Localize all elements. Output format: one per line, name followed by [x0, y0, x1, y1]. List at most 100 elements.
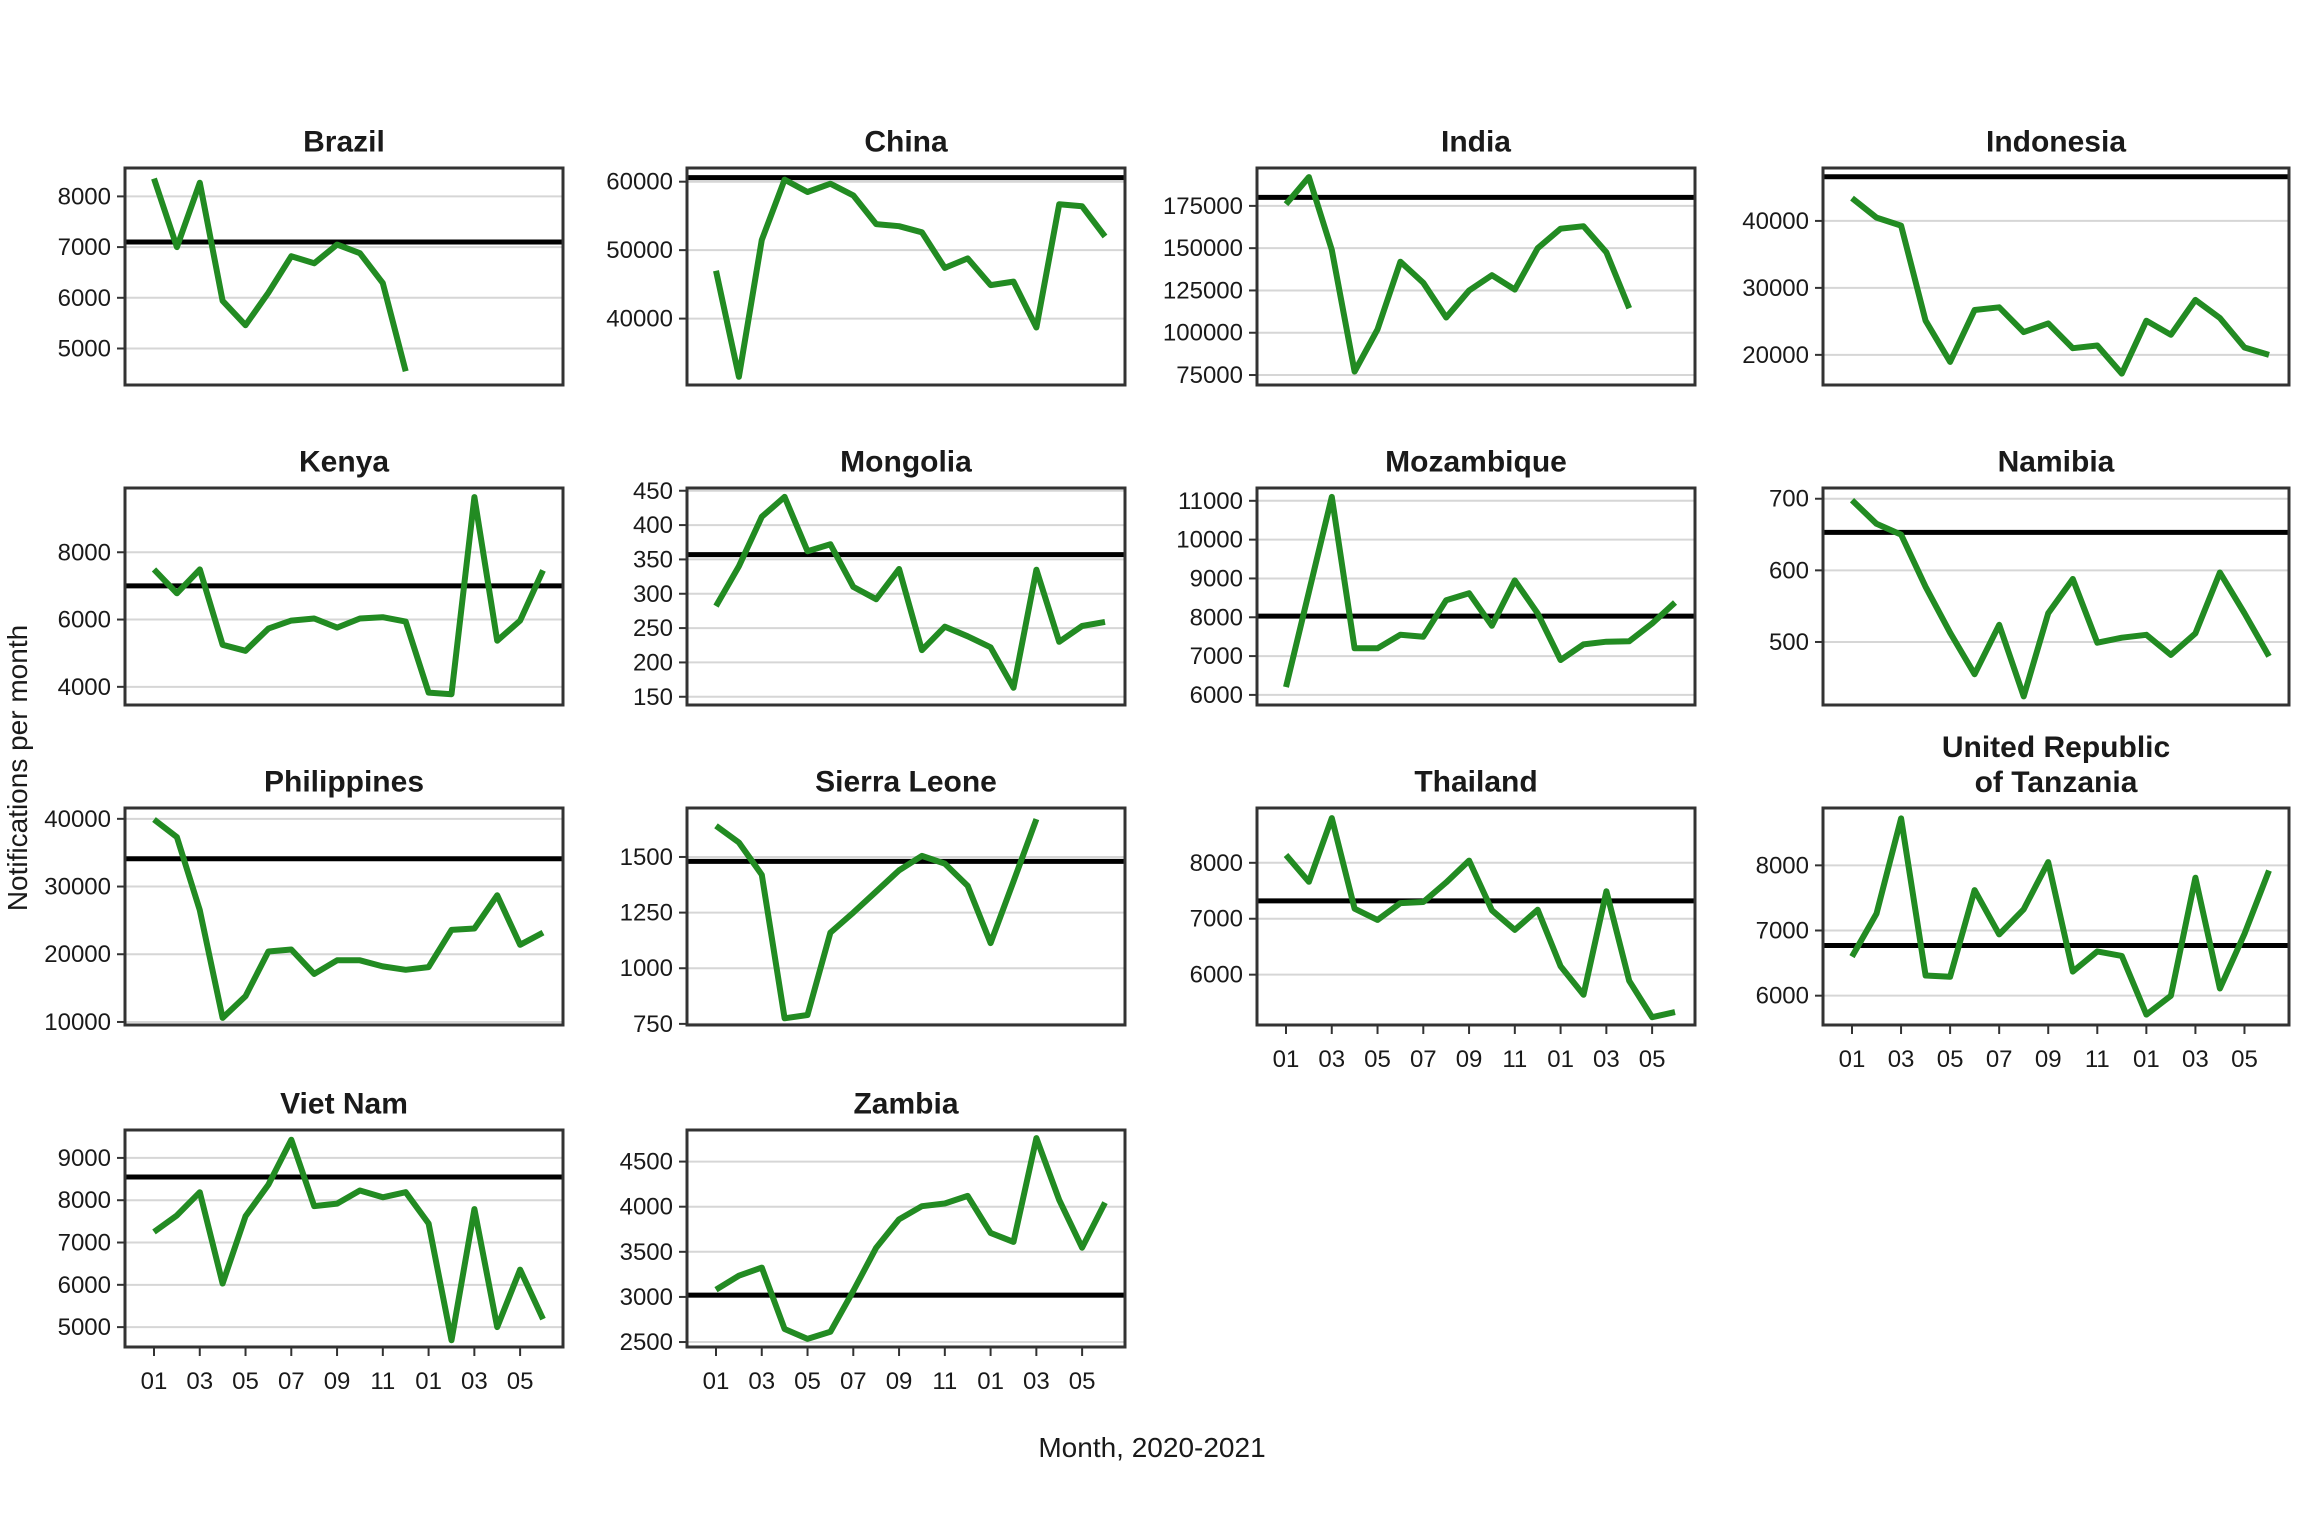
panel-title-thailand: Thailand	[1414, 765, 1538, 799]
svg-text:03: 03	[1023, 1368, 1050, 1395]
line-chart-mozambique: 6000 7000 8000 9000 10000 11000	[1176, 486, 1697, 709]
line-chart-kenya: 4000 6000 8000	[58, 486, 565, 707]
svg-text:6000: 6000	[1756, 983, 1809, 1010]
svg-text:30000: 30000	[1742, 275, 1809, 302]
svg-text:05: 05	[1937, 1046, 1964, 1073]
svg-text:7000: 7000	[1190, 643, 1243, 670]
svg-text:07: 07	[278, 1368, 305, 1395]
x-axis-title: Month, 2020-2021	[1038, 1432, 1266, 1463]
svg-text:9000: 9000	[58, 1145, 111, 1172]
svg-text:9000: 9000	[1190, 565, 1243, 592]
line-chart-tanzania: 6000 7000 8000 01 03 05 07 09 11 01 03 05	[1756, 806, 2291, 1073]
svg-text:09: 09	[1456, 1046, 1483, 1073]
panel-title-tanzania: United Republic of Tanzania	[1941, 731, 2171, 799]
svg-text:3500: 3500	[620, 1239, 673, 1266]
svg-text:03: 03	[1888, 1046, 1915, 1073]
svg-text:05: 05	[507, 1368, 534, 1395]
svg-text:7000: 7000	[58, 1230, 111, 1257]
svg-text:50000: 50000	[606, 237, 673, 264]
svg-text:350: 350	[633, 546, 673, 573]
svg-text:175000: 175000	[1163, 193, 1243, 220]
panel-title-sierra-leone: Sierra Leone	[815, 765, 997, 799]
svg-text:600: 600	[1769, 557, 1809, 584]
svg-text:03: 03	[1318, 1046, 1345, 1073]
svg-text:1000: 1000	[620, 955, 673, 982]
svg-text:1250: 1250	[620, 900, 673, 927]
svg-text:400: 400	[633, 512, 673, 539]
line-chart-indonesia: 20000 30000 40000	[1742, 166, 2291, 387]
svg-text:60000: 60000	[606, 169, 673, 196]
svg-text:5000: 5000	[58, 1314, 111, 1341]
svg-text:11000: 11000	[1178, 488, 1243, 515]
svg-text:7000: 7000	[1756, 918, 1809, 945]
svg-text:100000: 100000	[1163, 320, 1243, 347]
svg-text:3000: 3000	[620, 1284, 673, 1311]
svg-text:6000: 6000	[1190, 682, 1243, 709]
svg-text:8000: 8000	[58, 183, 111, 210]
svg-text:4000: 4000	[620, 1194, 673, 1221]
svg-text:01: 01	[703, 1368, 730, 1395]
svg-text:01: 01	[1273, 1046, 1300, 1073]
svg-text:20000: 20000	[44, 941, 111, 968]
panel-title-kenya: Kenya	[298, 445, 390, 479]
panel-title-india: India	[1440, 125, 1511, 159]
svg-text:09: 09	[324, 1368, 351, 1395]
panel-title-indonesia: Indonesia	[1985, 125, 2127, 159]
svg-text:03: 03	[2182, 1046, 2209, 1073]
svg-text:750: 750	[633, 1011, 673, 1037]
svg-text:01: 01	[1547, 1046, 1574, 1073]
svg-text:03: 03	[186, 1368, 213, 1395]
svg-text:05: 05	[2231, 1046, 2258, 1073]
svg-text:1500: 1500	[620, 844, 673, 871]
svg-text:20000: 20000	[1742, 342, 1809, 369]
svg-text:8000: 8000	[1190, 604, 1243, 631]
panel-title-viet-nam: Viet Nam	[280, 1087, 408, 1121]
line-chart-namibia: 500 600 700	[1769, 486, 2291, 707]
svg-text:07: 07	[840, 1368, 867, 1395]
svg-text:07: 07	[1410, 1046, 1437, 1073]
svg-text:5000: 5000	[58, 335, 111, 362]
svg-text:6000: 6000	[1190, 962, 1243, 989]
panel-title-mongolia: Mongolia	[840, 445, 972, 479]
panel-title-brazil: Brazil	[303, 125, 385, 159]
line-chart-india: 75000 100000 125000 150000 175000	[1163, 166, 1697, 389]
svg-text:01: 01	[977, 1368, 1004, 1395]
svg-text:6000: 6000	[58, 285, 111, 312]
svg-text:01: 01	[141, 1368, 168, 1395]
svg-text:09: 09	[2035, 1046, 2062, 1073]
svg-text:11: 11	[370, 1368, 395, 1395]
svg-text:2500: 2500	[620, 1329, 673, 1356]
svg-text:150: 150	[633, 684, 673, 711]
svg-text:03: 03	[1593, 1046, 1620, 1073]
svg-text:7000: 7000	[58, 234, 111, 261]
svg-text:05: 05	[794, 1368, 821, 1395]
line-chart-sierra-leone: 750 1000 1250 1500	[620, 806, 1127, 1037]
svg-text:4000: 4000	[58, 674, 111, 701]
svg-text:125000: 125000	[1163, 277, 1243, 304]
svg-text:200: 200	[633, 649, 673, 676]
panel-title-philippines: Philippines	[263, 765, 425, 799]
line-chart-brazil: 5000 6000 7000 8000	[58, 166, 565, 387]
svg-text:6000: 6000	[58, 607, 111, 634]
svg-text:8000: 8000	[1756, 852, 1809, 879]
svg-text:40000: 40000	[44, 806, 111, 833]
panel-title-mozambique: Mozambique	[1385, 445, 1567, 479]
svg-text:700: 700	[1769, 486, 1809, 513]
svg-text:40000: 40000	[606, 306, 673, 333]
svg-text:01: 01	[1839, 1046, 1866, 1073]
svg-text:11: 11	[2085, 1046, 2110, 1073]
svg-text:300: 300	[633, 581, 673, 608]
svg-text:7000: 7000	[1190, 906, 1243, 933]
svg-text:500: 500	[1769, 629, 1809, 656]
svg-text:40000: 40000	[1742, 208, 1809, 235]
line-chart-mongolia: 150 200 250 300 350 400 450	[633, 482, 1127, 711]
svg-text:8000: 8000	[58, 1187, 111, 1214]
svg-text:01: 01	[2133, 1046, 2160, 1073]
line-chart-viet-nam: 5000 6000 7000 8000 9000 01 03 05 07 09 11 01 03 05	[58, 1128, 565, 1395]
svg-text:09: 09	[886, 1368, 913, 1395]
svg-text:8000: 8000	[1190, 850, 1243, 877]
panel-title-zambia: Zambia	[853, 1087, 959, 1121]
svg-text:75000: 75000	[1176, 362, 1243, 389]
line-chart-thailand: 6000 7000 8000 01 03 05 07 09 11 01 03 05	[1190, 806, 1697, 1073]
line-chart-china: 40000 50000 60000	[606, 166, 1127, 387]
